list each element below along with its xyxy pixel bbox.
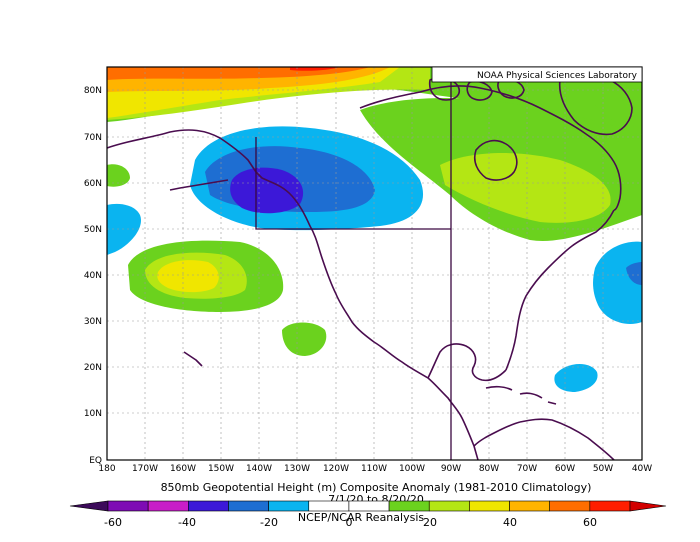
colorbar-tick: -20	[260, 516, 278, 529]
lat-label: 30N	[84, 317, 102, 327]
lon-label: 160W	[170, 464, 196, 474]
coastline-south-america	[519, 418, 615, 460]
colorbar-tick: -60	[104, 516, 122, 529]
lon-label: 120W	[323, 464, 349, 474]
anomaly-region-subtropic-green	[282, 322, 327, 356]
anomaly-region-atlantic-blue	[626, 262, 642, 285]
coastline-north-america	[107, 129, 479, 460]
lon-label: 70W	[517, 464, 537, 474]
coastline-aleutians	[169, 179, 229, 191]
coastline-caribbean	[485, 385, 557, 405]
anomaly-region-west-green	[107, 164, 130, 187]
coastline-hudson-bay	[473, 139, 518, 181]
title-line-3: NCEP/NCAR Reanalysis	[298, 511, 424, 524]
colorbar-endcap-high	[629, 500, 667, 512]
latitude-labels: 80N 70N 60N 50N 40N 30N 20N 10N EQ	[84, 86, 102, 466]
lon-label: 60W	[555, 464, 575, 474]
gridlines	[107, 67, 642, 460]
colorbar-tick: 20	[423, 516, 437, 529]
coastline-east-coast	[505, 209, 615, 371]
anomaly-region-west-cyan	[107, 203, 141, 255]
lon-label: 100W	[399, 464, 425, 474]
lon-label: 80W	[479, 464, 499, 474]
coastline-gulf-of-mexico	[427, 343, 507, 382]
anomaly-region-canada-lime	[440, 153, 611, 223]
colorbar-tick: 0	[346, 516, 353, 529]
lab-badge: NOAA Physical Sciences Laboratory	[431, 66, 643, 83]
colorbar	[69, 500, 667, 512]
coastline-central-america	[473, 421, 521, 447]
anomaly-region-atlantic-cyan	[593, 241, 642, 325]
longitude-labels: 180 170W 160W 150W 140W 130W 120W 110W 1…	[98, 464, 652, 474]
colorbar-swatch	[388, 500, 430, 512]
coastline-hawaii	[183, 351, 203, 367]
lat-label: 70N	[84, 133, 102, 143]
colorbar-swatch	[469, 500, 510, 512]
lat-label: 40N	[84, 271, 102, 281]
anomaly-region-arctic-red	[290, 67, 340, 71]
lat-label: 10N	[84, 409, 102, 419]
region-outlines	[255, 67, 452, 460]
colorbar-swatch	[348, 500, 390, 512]
lon-label: 170W	[132, 464, 158, 474]
map-frame	[106, 66, 643, 461]
lat-label: EQ	[89, 456, 102, 466]
title-line-1: 850mb Geopotential Height (m) Composite …	[161, 481, 592, 494]
lon-label: 90W	[441, 464, 461, 474]
lab-badge-text: NOAA Physical Sciences Laboratory	[477, 71, 638, 81]
anomaly-region-pacific-yellow	[157, 260, 219, 293]
lon-label: 110W	[361, 464, 387, 474]
colorbar-tick: 40	[503, 516, 517, 529]
colorbar-swatch	[509, 500, 550, 512]
colorbar-swatch	[308, 500, 350, 512]
lon-label: 180	[98, 464, 115, 474]
anomaly-contours	[107, 67, 642, 392]
colorbar-swatch	[549, 500, 591, 512]
coastline-canada-north	[359, 85, 622, 211]
colorbar-swatch	[268, 500, 310, 512]
lat-label: 50N	[84, 225, 102, 235]
colorbar-swatch	[228, 500, 269, 512]
lon-label: 40W	[632, 464, 652, 474]
lat-label: 80N	[84, 86, 102, 96]
lat-label: 20N	[84, 363, 102, 373]
region-box-west	[255, 137, 451, 230]
anomaly-region-caribbean-cyan	[554, 364, 598, 392]
colorbar-endcap-low	[69, 500, 109, 512]
colorbar-swatch	[188, 500, 229, 512]
lon-label: 130W	[284, 464, 310, 474]
lon-label: 140W	[246, 464, 272, 474]
colorbar-tick-labels: -60 -40 -20 0 20 40 60	[104, 516, 597, 529]
anomaly-region-alaska-dark-blue	[230, 167, 304, 214]
colorbar-swatch	[589, 500, 631, 512]
colorbar-tick: 60	[583, 516, 597, 529]
colorbar-swatch	[428, 500, 470, 512]
lon-label: 150W	[208, 464, 234, 474]
colorbar-swatch	[147, 500, 189, 512]
lon-label: 50W	[593, 464, 613, 474]
colorbar-swatch	[107, 500, 149, 512]
colorbar-tick: -40	[178, 516, 196, 529]
lat-label: 60N	[84, 179, 102, 189]
